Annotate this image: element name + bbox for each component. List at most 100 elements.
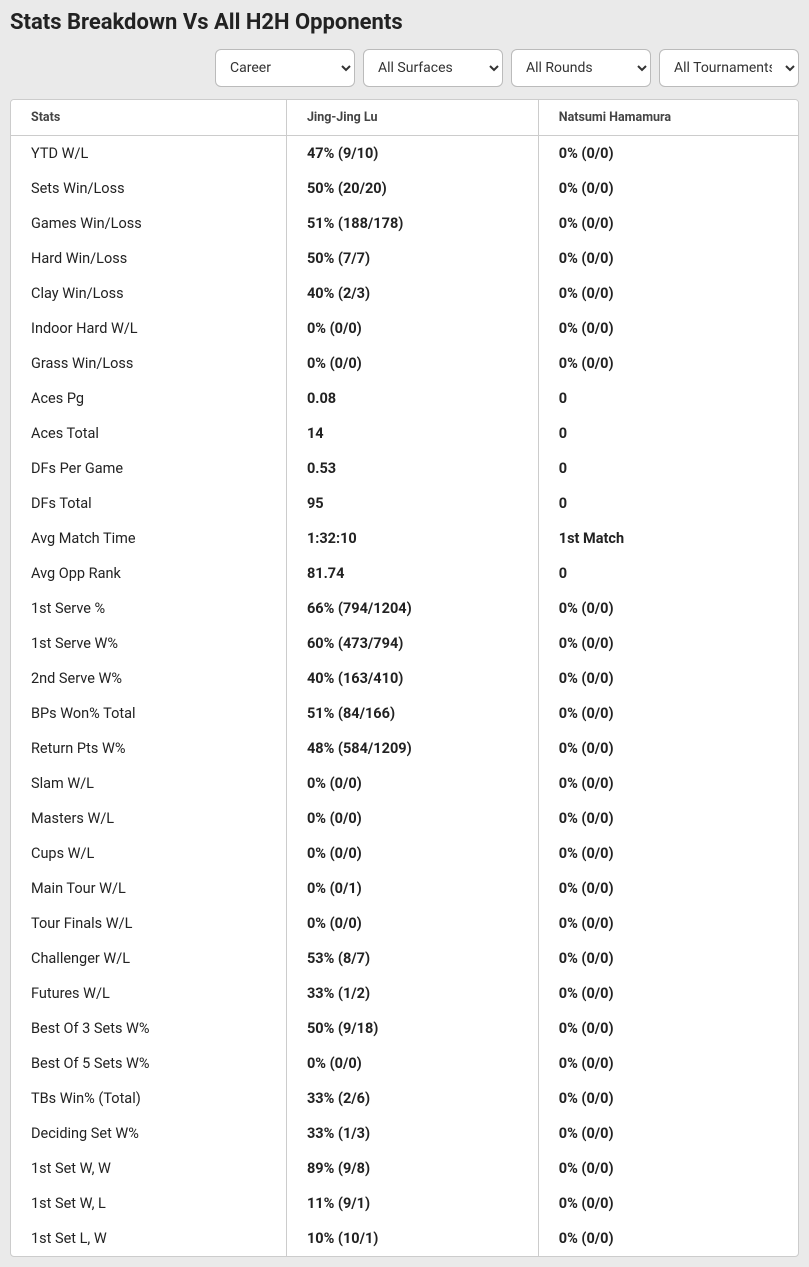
player2-value: 0% (0/0) — [538, 801, 798, 836]
player1-value: 11% (9/1) — [286, 1186, 538, 1221]
table-row: Masters W/L0% (0/0)0% (0/0) — [11, 801, 798, 836]
stat-label: Sets Win/Loss — [11, 171, 286, 206]
stat-label: 1st Set W, L — [11, 1186, 286, 1221]
player2-value: 0% (0/0) — [538, 171, 798, 206]
player2-value: 0% (0/0) — [538, 626, 798, 661]
stat-label: Deciding Set W% — [11, 1116, 286, 1151]
table-row: 1st Serve W%60% (473/794)0% (0/0) — [11, 626, 798, 661]
player2-value: 0% (0/0) — [538, 1011, 798, 1046]
stats-table-wrap: Stats Jing-Jing Lu Natsumi Hamamura YTD … — [10, 99, 799, 1257]
player1-value: 48% (584/1209) — [286, 731, 538, 766]
table-row: Grass Win/Loss0% (0/0)0% (0/0) — [11, 346, 798, 381]
player1-value: 33% (2/6) — [286, 1081, 538, 1116]
stat-label: Best Of 3 Sets W% — [11, 1011, 286, 1046]
table-row: Deciding Set W%33% (1/3)0% (0/0) — [11, 1116, 798, 1151]
table-row: Futures W/L33% (1/2)0% (0/0) — [11, 976, 798, 1011]
player2-value: 0 — [538, 381, 798, 416]
stat-label: DFs Total — [11, 486, 286, 521]
player1-value: 51% (84/166) — [286, 696, 538, 731]
player1-value: 95 — [286, 486, 538, 521]
player1-value: 33% (1/2) — [286, 976, 538, 1011]
stat-label: Clay Win/Loss — [11, 276, 286, 311]
player1-value: 0.08 — [286, 381, 538, 416]
player2-value: 0% (0/0) — [538, 346, 798, 381]
table-row: BPs Won% Total51% (84/166)0% (0/0) — [11, 696, 798, 731]
player2-value: 0% (0/0) — [538, 906, 798, 941]
player1-value: 53% (8/7) — [286, 941, 538, 976]
table-row: Indoor Hard W/L0% (0/0)0% (0/0) — [11, 311, 798, 346]
round-filter[interactable]: All Rounds — [511, 49, 651, 87]
stat-label: 1st Set W, W — [11, 1151, 286, 1186]
player2-value: 0% (0/0) — [538, 1081, 798, 1116]
player1-value: 60% (473/794) — [286, 626, 538, 661]
table-row: Main Tour W/L0% (0/1)0% (0/0) — [11, 871, 798, 906]
player1-value: 14 — [286, 416, 538, 451]
stat-label: Grass Win/Loss — [11, 346, 286, 381]
stat-label: Futures W/L — [11, 976, 286, 1011]
stat-label: Cups W/L — [11, 836, 286, 871]
player2-value: 0 — [538, 451, 798, 486]
player2-value: 0% (0/0) — [538, 276, 798, 311]
stat-label: Return Pts W% — [11, 731, 286, 766]
player2-value: 0 — [538, 556, 798, 591]
stat-label: Challenger W/L — [11, 941, 286, 976]
table-row: DFs Per Game0.530 — [11, 451, 798, 486]
player2-value: 0% (0/0) — [538, 1186, 798, 1221]
surface-filter[interactable]: All Surfaces — [363, 49, 503, 87]
player2-value: 0% (0/0) — [538, 1221, 798, 1256]
table-row: 1st Serve %66% (794/1204)0% (0/0) — [11, 591, 798, 626]
player2-value: 0% (0/0) — [538, 766, 798, 801]
player1-value: 51% (188/178) — [286, 206, 538, 241]
table-row: Aces Pg0.080 — [11, 381, 798, 416]
player1-value: 40% (2/3) — [286, 276, 538, 311]
player2-value: 0% (0/0) — [538, 136, 798, 172]
player1-value: 0% (0/0) — [286, 906, 538, 941]
player2-value: 0% (0/0) — [538, 1046, 798, 1081]
table-row: Clay Win/Loss40% (2/3)0% (0/0) — [11, 276, 798, 311]
table-row: Aces Total140 — [11, 416, 798, 451]
stat-label: YTD W/L — [11, 136, 286, 172]
tournament-filter[interactable]: All Tournaments — [659, 49, 799, 87]
player2-value: 0% (0/0) — [538, 731, 798, 766]
player1-value: 0% (0/1) — [286, 871, 538, 906]
player1-value: 33% (1/3) — [286, 1116, 538, 1151]
player1-value: 50% (7/7) — [286, 241, 538, 276]
filter-bar: Career All Surfaces All Rounds All Tourn… — [10, 49, 799, 87]
stat-label: DFs Per Game — [11, 451, 286, 486]
stat-label: Aces Total — [11, 416, 286, 451]
player1-value: 89% (9/8) — [286, 1151, 538, 1186]
player2-value: 0% (0/0) — [538, 1151, 798, 1186]
stat-label: Avg Opp Rank — [11, 556, 286, 591]
player2-value: 0% (0/0) — [538, 311, 798, 346]
player2-value: 0% (0/0) — [538, 1116, 798, 1151]
player1-value: 0% (0/0) — [286, 1046, 538, 1081]
period-filter[interactable]: Career — [215, 49, 355, 87]
player1-value: 0% (0/0) — [286, 766, 538, 801]
table-header-row: Stats Jing-Jing Lu Natsumi Hamamura — [11, 100, 798, 136]
stat-label: 1st Serve % — [11, 591, 286, 626]
table-row: Cups W/L0% (0/0)0% (0/0) — [11, 836, 798, 871]
table-row: DFs Total950 — [11, 486, 798, 521]
table-row: Sets Win/Loss50% (20/20)0% (0/0) — [11, 171, 798, 206]
table-row: 1st Set L, W10% (10/1)0% (0/0) — [11, 1221, 798, 1256]
player2-value: 0 — [538, 486, 798, 521]
page-title: Stats Breakdown Vs All H2H Opponents — [10, 10, 799, 35]
table-row: 1st Set W, W89% (9/8)0% (0/0) — [11, 1151, 798, 1186]
stat-label: Indoor Hard W/L — [11, 311, 286, 346]
player1-value: 0% (0/0) — [286, 801, 538, 836]
stat-label: Masters W/L — [11, 801, 286, 836]
column-header-player2: Natsumi Hamamura — [538, 100, 798, 136]
table-row: 2nd Serve W%40% (163/410)0% (0/0) — [11, 661, 798, 696]
player1-value: 0.53 — [286, 451, 538, 486]
player2-value: 0% (0/0) — [538, 696, 798, 731]
player2-value: 0% (0/0) — [538, 661, 798, 696]
player1-value: 50% (20/20) — [286, 171, 538, 206]
stat-label: 1st Set L, W — [11, 1221, 286, 1256]
table-row: Slam W/L0% (0/0)0% (0/0) — [11, 766, 798, 801]
column-header-player1: Jing-Jing Lu — [286, 100, 538, 136]
player2-value: 0% (0/0) — [538, 836, 798, 871]
player2-value: 0% (0/0) — [538, 871, 798, 906]
player2-value: 0% (0/0) — [538, 241, 798, 276]
table-row: Best Of 3 Sets W%50% (9/18)0% (0/0) — [11, 1011, 798, 1046]
player1-value: 0% (0/0) — [286, 836, 538, 871]
